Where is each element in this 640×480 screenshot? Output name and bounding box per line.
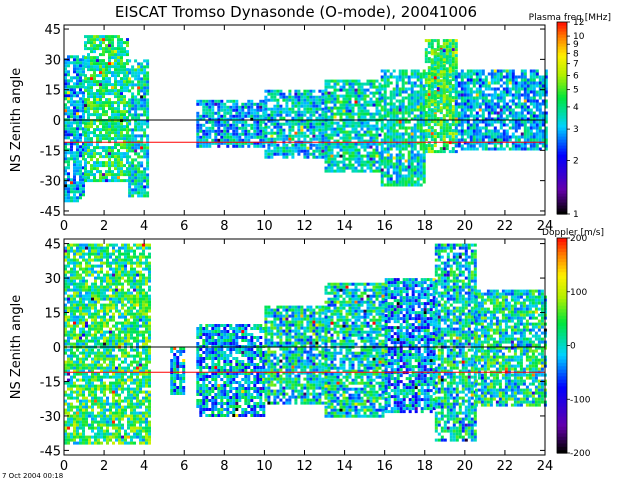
bottom-x-tick-label: 22	[497, 459, 514, 474]
top-x-tick-label: 24	[537, 219, 554, 234]
bottom-data-block	[324, 282, 388, 418]
top-colorbar	[557, 22, 567, 215]
top-x-tick-label: 12	[296, 219, 313, 234]
top-data-block	[264, 89, 328, 159]
bottom-x-tick-label: 8	[220, 459, 228, 474]
top-colorbar-tick-label: 8	[573, 49, 579, 59]
top-y-tick-label: -15	[40, 144, 61, 159]
top-x-tick-label: 18	[416, 219, 433, 234]
top-y-tick-label: 0	[53, 114, 61, 129]
bottom-y-tick-label: -15	[40, 375, 61, 390]
top-colorbar-tick-label: 7	[573, 60, 579, 70]
chart-title: EISCAT Tromso Dynasonde (O-mode), 200410…	[115, 3, 477, 21]
top-y-tick-label: -30	[40, 175, 61, 190]
bottom-y-tick-label: 45	[44, 238, 61, 253]
bottom-colorbar-tick-label: -100	[570, 395, 591, 405]
bottom-x-tick-label: 10	[256, 459, 273, 474]
top-colorbar-title: Plasma freq [MHz]	[529, 13, 611, 23]
bottom-x-tick-label: 14	[336, 459, 353, 474]
top-y-tick-label: 15	[44, 84, 61, 99]
top-x-ticks: 0 2 4 6 8 10 12 14 16 18 20 22 24	[60, 25, 553, 234]
bottom-x-ticks: 0 2 4 6 8 10 12 14 16 18 20 22 24	[60, 239, 553, 474]
bottom-colorbar-tick-label: 0	[570, 342, 576, 352]
bottom-data-block	[170, 347, 186, 395]
bottom-x-tick-label: 0	[60, 459, 68, 474]
top-x-tick-label: 10	[256, 219, 273, 234]
bottom-colorbar-title: Doppler [m/s]	[542, 228, 604, 238]
top-plasma-data	[64, 35, 548, 203]
bottom-x-tick-label: 24	[537, 459, 554, 474]
bottom-data-block	[384, 278, 436, 414]
top-x-tick-label: 0	[60, 219, 68, 234]
bottom-x-tick-label: 12	[296, 459, 313, 474]
top-data-block	[64, 55, 85, 203]
top-y-axis-label: NS Zenith angle	[9, 68, 24, 172]
bottom-x-tick-label: 16	[376, 459, 393, 474]
top-colorbar-frame	[556, 21, 568, 215]
top-y-ticks: 45 30 15 0 -15 -30 -45	[40, 23, 545, 220]
bottom-data-block	[64, 243, 151, 445]
bottom-y-ticks: 45 30 15 0 -15 -30 -45	[40, 238, 545, 459]
top-colorbar-tick-label: 6	[573, 72, 579, 82]
top-x-tick-label: 4	[140, 219, 148, 234]
top-colorbar-tick-label: 4	[573, 103, 579, 113]
bottom-y-tick-label: 30	[44, 272, 61, 287]
top-colorbar-tick-label: 9	[573, 40, 579, 50]
bottom-y-tick-label: 15	[44, 307, 61, 322]
bottom-y-axis-label: NS Zenith angle	[9, 295, 24, 399]
top-y-tick-label: 30	[44, 53, 61, 68]
top-x-tick-label: 20	[457, 219, 474, 234]
bottom-x-tick-label: 18	[416, 459, 433, 474]
top-x-tick-label: 8	[220, 219, 228, 234]
top-y-tick-label: 45	[44, 23, 61, 38]
top-x-tick-label: 2	[100, 219, 108, 234]
top-data-block	[324, 79, 382, 173]
top-colorbar-tick-label: 10	[573, 32, 585, 42]
bottom-colorbar-ticks: 200 100 0 -100 -200	[567, 234, 591, 459]
top-data-block	[454, 69, 548, 151]
bottom-data-block	[196, 324, 266, 417]
bottom-x-tick-label: 20	[457, 459, 474, 474]
bottom-x-tick-label: 6	[180, 459, 188, 474]
bottom-y-tick-label: -45	[40, 444, 61, 459]
top-colorbar-tick-label: 3	[573, 125, 579, 135]
bottom-y-tick-label: -30	[40, 410, 61, 425]
bottom-colorbar-tick-label: 100	[570, 288, 587, 298]
top-reference-lines	[64, 119, 545, 143]
top-data-block	[84, 35, 129, 183]
bottom-data-block	[474, 289, 547, 407]
top-colorbar-tick-label: 1	[573, 210, 579, 220]
top-y-tick-label: -45	[40, 205, 61, 220]
footer-timestamp: 7 Oct 2004 00:18	[2, 472, 63, 480]
bottom-reference-lines	[64, 346, 545, 373]
top-x-tick-label: 16	[376, 219, 393, 234]
bottom-doppler-data	[64, 243, 547, 445]
top-data-block	[380, 69, 426, 187]
bottom-x-tick-label: 4	[140, 459, 148, 474]
bottom-data-block	[434, 243, 477, 442]
top-x-tick-label: 14	[336, 219, 353, 234]
bottom-y-tick-label: 0	[53, 341, 61, 356]
top-data-block	[430, 49, 452, 113]
bottom-colorbar	[557, 238, 567, 454]
top-data-block	[128, 59, 150, 198]
top-colorbar-tick-label: 12	[573, 18, 584, 28]
bottom-x-tick-label: 2	[100, 459, 108, 474]
bottom-data-block	[264, 305, 328, 405]
top-x-tick-label: 6	[180, 219, 188, 234]
top-colorbar-tick-label: 2	[573, 156, 579, 166]
top-data-block	[196, 99, 266, 148]
bottom-colorbar-tick-label: -200	[570, 449, 591, 459]
top-x-tick-label: 22	[497, 219, 514, 234]
top-colorbar-tick-label: 5	[573, 86, 579, 96]
bottom-colorbar-tick-label: 200	[570, 234, 587, 244]
